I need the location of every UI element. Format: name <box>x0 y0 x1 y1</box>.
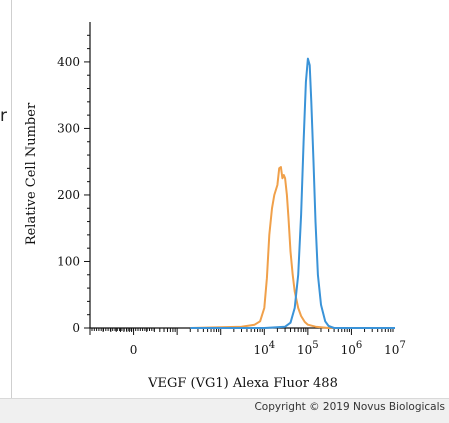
x-tick-label: 104 <box>253 340 275 357</box>
axes: 0 100 200 300 400 0 104 105 106 107 <box>57 22 406 357</box>
y-tick-label: 0 <box>72 321 80 335</box>
series-line-1 <box>190 166 395 329</box>
y-axis-label: Relative Cell Number <box>24 102 39 245</box>
series-layer <box>190 57 395 329</box>
x-tick-label: 0 <box>130 343 138 357</box>
x-tick-label: 107 <box>384 340 406 357</box>
copyright-notice: Copyright © 2019 Novus Biologicals <box>254 401 445 413</box>
y-tick-label: 100 <box>57 254 80 268</box>
y-tick-label: 200 <box>57 188 80 202</box>
x-tick-label: 105 <box>297 340 319 357</box>
y-tick-label: 300 <box>57 121 80 135</box>
frame-left-border <box>11 0 12 398</box>
series-line-2 <box>190 57 395 329</box>
x-axis-label: VEGF (VG1) Alexa Fluor 488 <box>147 376 338 391</box>
histogram-chart: 0 100 200 300 400 0 104 105 106 107 Relative Cell… <box>24 22 406 391</box>
x-tick-label: 106 <box>341 340 363 357</box>
cropped-text-fragment: r <box>0 106 7 126</box>
y-tick-label: 400 <box>57 55 80 69</box>
bottom-bar <box>0 398 449 423</box>
